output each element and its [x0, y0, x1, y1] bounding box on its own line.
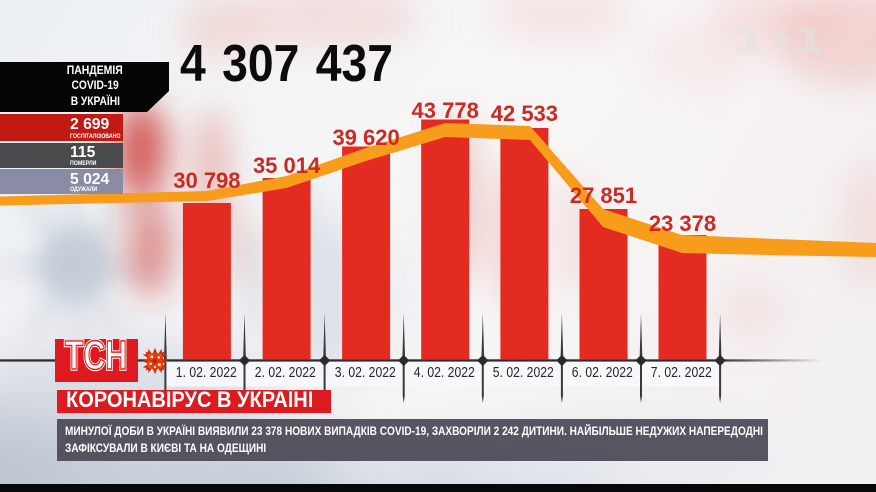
svg-text:ТСН: ТСН — [65, 339, 127, 378]
svg-text:ТСН: ТСН — [65, 339, 127, 378]
